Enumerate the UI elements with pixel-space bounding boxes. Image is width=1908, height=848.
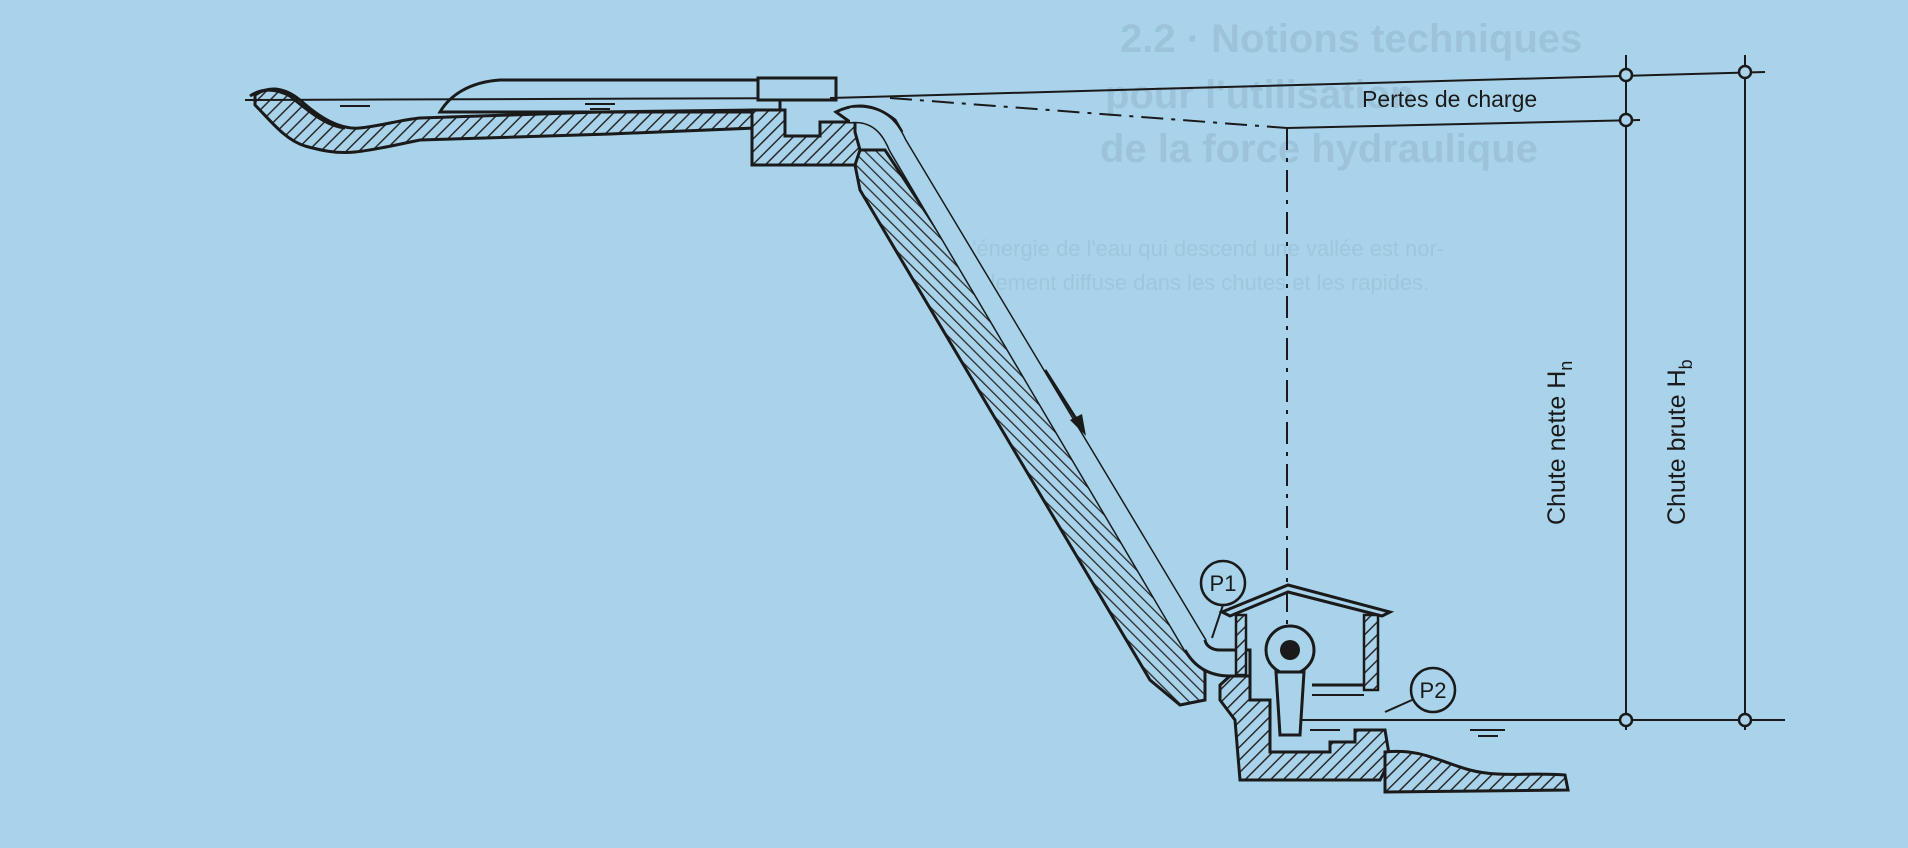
power-house (1218, 583, 1395, 782)
losses-reference-line (1286, 119, 1641, 129)
p1-label: P1 (1210, 571, 1237, 596)
reservoir-bank-left (249, 88, 346, 130)
show-through-heading-3: de la force hydraulique (1100, 127, 1538, 171)
net-head-text: Chute nette H (1543, 371, 1571, 525)
tailwater (1300, 719, 1785, 794)
show-through-heading-2: pour l'utilisation (1105, 73, 1415, 117)
show-through-text: 2.2 · Notions techniques pour l'utilisat… (960, 17, 1582, 295)
losses-tick (1618, 67, 1634, 83)
power-house-foundation (1218, 674, 1392, 782)
net-bottom-tick (1618, 712, 1634, 728)
top-reference-line (829, 71, 1766, 99)
settlement-mound (437, 78, 782, 114)
power-house-roof (1218, 583, 1395, 618)
pressure-point-p1: P1 (1199, 559, 1247, 639)
slope-embankment (853, 148, 1207, 707)
flow-arrow-head (1070, 414, 1086, 436)
p2-label: P2 (1420, 678, 1447, 703)
show-through-body-1: L'énergie de l'eau qui descend une vallé… (960, 236, 1444, 261)
penstock-pipe (849, 106, 1252, 678)
turbine-hub (1280, 640, 1300, 660)
net-top-tick (1618, 112, 1634, 128)
penstock-elbow (1183, 639, 1252, 678)
gross-head-label: Chute brute Hb (1663, 359, 1696, 525)
net-head-label: Chute nette Hn (1543, 361, 1576, 525)
show-through-heading-1: 2.2 · Notions techniques (1120, 17, 1582, 61)
gross-head-subscript: b (1676, 359, 1696, 369)
gross-top-tick (1737, 64, 1753, 80)
p1-leader (1211, 604, 1224, 639)
riverbed-downstream (1383, 749, 1570, 794)
power-house-wall-left (1234, 613, 1248, 677)
dimension-annotations: Pertes de charge Chute nette Hn Chute br… (829, 55, 1766, 730)
pressure-point-p2: P2 (1384, 666, 1457, 714)
net-head-subscript: n (1556, 361, 1576, 371)
energy-line (889, 97, 1288, 650)
upper-reservoir (244, 78, 831, 154)
penstock-fill (850, 107, 1205, 651)
energy-line-sloped (889, 97, 1288, 129)
reservoir-bed (253, 87, 757, 154)
losses-label: Pertes de charge (1362, 86, 1537, 112)
power-house-wall-right (1362, 613, 1380, 692)
gross-head-text: Chute brute H (1663, 369, 1691, 525)
show-through-body-2: malement diffuse dans les chutes et les … (960, 270, 1429, 295)
gross-bottom-tick (1737, 712, 1753, 728)
flow-arrow-shaft (1043, 369, 1082, 426)
headwater-level-line (244, 97, 831, 101)
hill-slope (853, 148, 1207, 707)
intake-gate (756, 76, 838, 102)
p2-leader (1384, 699, 1413, 713)
draft-tube (1274, 670, 1306, 737)
p2-marker (1409, 666, 1457, 714)
